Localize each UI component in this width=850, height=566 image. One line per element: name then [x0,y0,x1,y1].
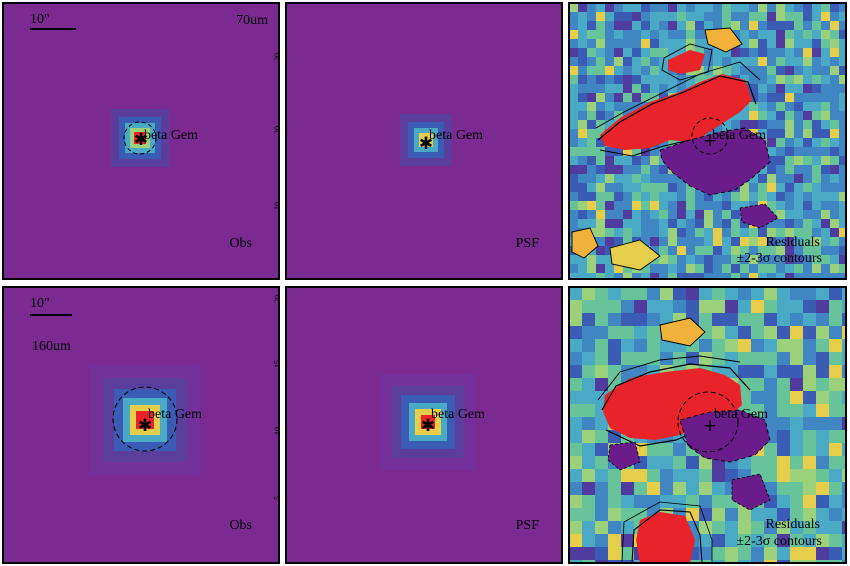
panel-160um-residuals: + beta Gem Residuals ±2-3σ contours [568,286,847,564]
scale-label: 10" [30,12,50,27]
aperture-circle [123,121,157,155]
positive-residual-blob [597,317,751,564]
panel-frame [2,286,280,564]
source-label: beta Gem [429,128,483,143]
panel-frame [2,2,280,280]
source-emission [90,365,200,475]
axis-tick-label: 10 [273,202,282,210]
wave-label: 70um [236,13,268,28]
corner-label: Obs [229,518,252,533]
panel-frame [568,2,847,280]
negative-residual-blob [607,409,771,511]
source-emission [111,109,169,167]
source-label: beta Gem [148,407,202,422]
source-label: beta Gem [144,128,198,143]
panel-70um-obs: ✱ beta Gem 10" 70um Obs [2,2,280,280]
wave-label: 160um [32,339,71,354]
axis-tick-label: 30 [273,53,282,61]
star-icon: ✱ [138,416,152,436]
scale-label: 10" [30,296,50,311]
star-icon: ✱ [134,130,148,150]
plus-icon: + [703,131,717,151]
residuals-label: Residuals [766,517,820,532]
psf-emission [400,114,452,166]
axis-tick-label: 15 [273,360,282,368]
panel-160um-psf: ✱ beta Gem PSF 20 15 10 5 [273,286,563,564]
panel-70um-psf: ✱ beta Gem PSF 30 20 10 [273,2,563,280]
axis-tick-label: 5 [273,496,282,500]
corner-label: PSF [516,518,540,533]
aperture-circle [112,386,178,452]
negative-residual-blob [659,127,779,229]
panel-frame [568,286,847,564]
panel-frame [285,286,563,564]
corner-label: PSF [516,236,540,251]
corner-label: Obs [229,236,252,251]
axis-tick-label: 20 [273,126,282,134]
axis-tick-label: 20 [273,295,282,303]
panel-70um-residuals: + beta Gem Residuals ±2-3σ contours [568,2,847,280]
residuals-label: Residuals [766,235,820,250]
panel-frame [285,2,563,280]
panel-160um-obs: ✱ beta Gem 10" 160um Obs [2,286,280,564]
star-icon: ✱ [421,416,435,436]
aperture-circle [677,391,739,453]
axis-tick-label: 10 [273,427,282,435]
source-label: beta Gem [431,407,485,422]
psf-emission [380,374,476,470]
source-label: beta Gem [714,407,768,422]
positive-residual-blob [595,27,761,157]
contours-label: ±2-3σ contours [736,251,822,266]
aperture-circle [691,117,729,155]
plus-icon: + [703,416,717,436]
contours-label: ±2-3σ contours [736,534,822,549]
star-icon: ✱ [419,134,433,154]
source-label: beta Gem [712,128,766,143]
residual-noise-map [569,287,846,563]
